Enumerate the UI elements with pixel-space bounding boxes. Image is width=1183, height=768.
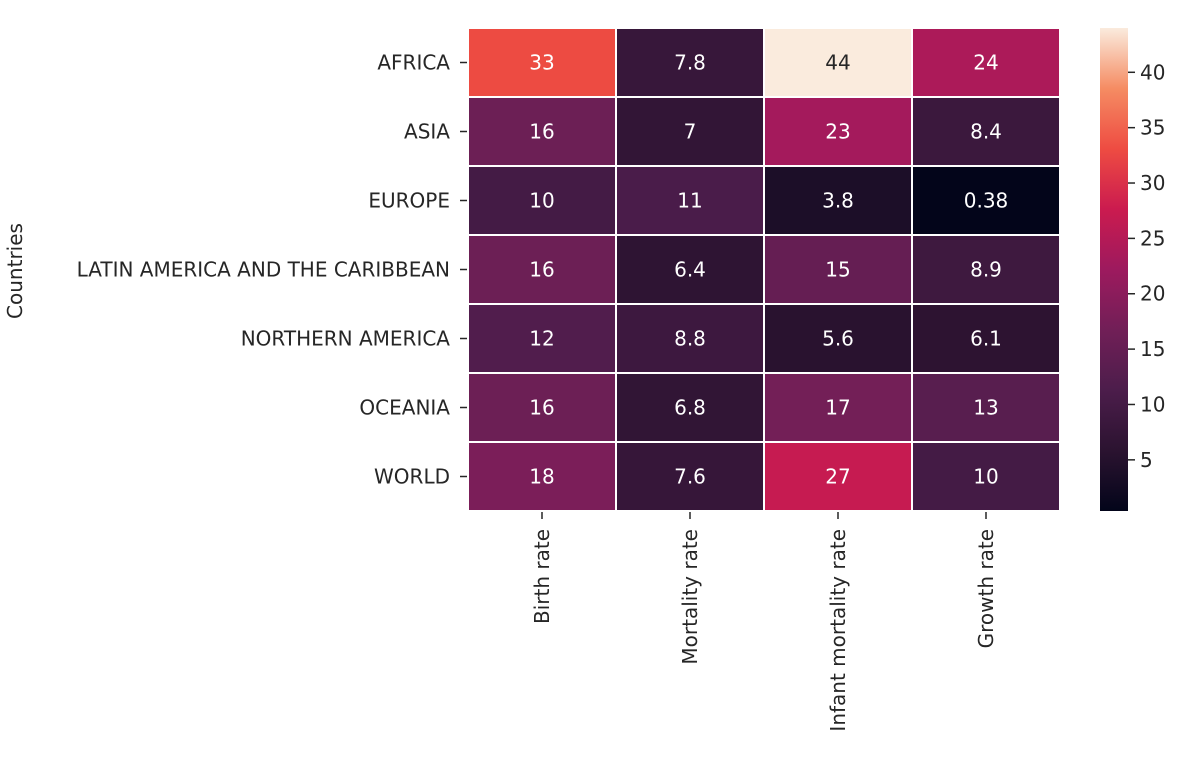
cell-value-label: 5.6 — [822, 327, 854, 351]
heatmap-cell — [467, 441, 617, 512]
y-tick-labels: AFRICA ASIA EUROPE LATIN AMERICA AND THE CA… — [77, 51, 467, 489]
cell-value-label: 23 — [825, 120, 850, 144]
cell-value-label: 27 — [825, 465, 850, 489]
cell-value-label: 16 — [529, 396, 554, 420]
cell-value-label: 17 — [825, 396, 850, 420]
y-axis-title: Countries — [3, 223, 27, 319]
heatmap-cell — [615, 372, 765, 443]
heatmap-cell — [467, 372, 617, 443]
cell-value-label: 18 — [529, 465, 554, 489]
heatmap-cell — [615, 96, 765, 167]
cell-value-label: 7 — [684, 120, 697, 144]
heatmap-cell — [911, 27, 1061, 98]
cell-value-label: 8.9 — [970, 258, 1002, 282]
cell-value-label: 10 — [529, 189, 554, 213]
x-tick-label: Birth rate — [530, 529, 554, 624]
heatmap-cell — [911, 234, 1061, 305]
cell-value-label: 16 — [529, 120, 554, 144]
colorbar — [1100, 28, 1128, 511]
colorbar-tick-label: 20 — [1140, 282, 1165, 306]
y-tick-label: NORTHERN AMERICA — [241, 327, 451, 351]
cell-value-label: 3.8 — [822, 189, 854, 213]
colorbar-tick-label: 15 — [1140, 337, 1165, 361]
colorbar-tick-label: 5 — [1140, 448, 1153, 472]
cell-value-label: 11 — [677, 189, 702, 213]
y-tick-label: ASIA — [404, 120, 450, 144]
y-tick-label: AFRICA — [377, 51, 450, 75]
cell-value-label: 6.8 — [674, 396, 706, 420]
cell-value-label: 6.1 — [970, 327, 1002, 351]
colorbar-tick-label: 40 — [1140, 60, 1165, 84]
heatmap-cells — [467, 27, 1061, 512]
heatmap-cell — [911, 441, 1061, 512]
x-tick-label: Growth rate — [974, 529, 998, 648]
colorbar-tick-label: 30 — [1140, 171, 1165, 195]
heatmap-cell — [911, 96, 1061, 167]
heatmap-cell — [763, 303, 913, 374]
y-tick-label: OCEANIA — [359, 396, 450, 420]
colorbar-ticks: 5 10 15 20 25 30 35 40 — [1128, 60, 1165, 472]
heatmap-cell — [615, 165, 765, 236]
cell-value-label: 44 — [825, 51, 850, 75]
cell-value-label: 12 — [529, 327, 554, 351]
cell-value-label: 7.6 — [674, 465, 706, 489]
heatmap-cell — [615, 303, 765, 374]
heatmap-cell-labels: 33 7.8 44 24 16 7 23 8.4 10 11 3.8 0.38 16 6.4 15 8.9 12… — [529, 51, 1008, 489]
x-tick-label: Mortality rate — [678, 529, 702, 665]
heatmap-cell — [763, 27, 913, 98]
cell-value-label: 10 — [973, 465, 998, 489]
heatmap-cell — [763, 372, 913, 443]
heatmap-cell — [615, 27, 765, 98]
cell-value-label: 33 — [529, 51, 554, 75]
heatmap-cell — [911, 372, 1061, 443]
cell-value-label: 24 — [973, 51, 998, 75]
heatmap-cell — [763, 441, 913, 512]
colorbar-tick-label: 25 — [1140, 226, 1165, 250]
y-tick-label: EUROPE — [368, 189, 450, 213]
x-tick-label: Infant mortality rate — [826, 529, 850, 732]
cell-value-label: 8.4 — [970, 120, 1002, 144]
cell-value-label: 0.38 — [964, 189, 1009, 213]
heatmap-cell — [467, 303, 617, 374]
cell-value-label: 8.8 — [674, 327, 706, 351]
y-tick-label: LATIN AMERICA AND THE CARIBBEAN — [77, 258, 450, 282]
cell-value-label: 7.8 — [674, 51, 706, 75]
heatmap-cell — [467, 27, 617, 98]
cell-value-label: 13 — [973, 396, 998, 420]
x-tick-labels: Birth rate Mortality rate Infant mortality… — [530, 512, 998, 732]
colorbar-tick-label: 10 — [1140, 392, 1165, 416]
cell-value-label: 15 — [825, 258, 850, 282]
heatmap-cell — [911, 165, 1061, 236]
y-tick-label: WORLD — [374, 465, 450, 489]
cell-value-label: 16 — [529, 258, 554, 282]
heatmap-cell — [615, 234, 765, 305]
cell-value-label: 6.4 — [674, 258, 706, 282]
heatmap-cell — [911, 303, 1061, 374]
colorbar-tick-label: 35 — [1140, 116, 1165, 140]
